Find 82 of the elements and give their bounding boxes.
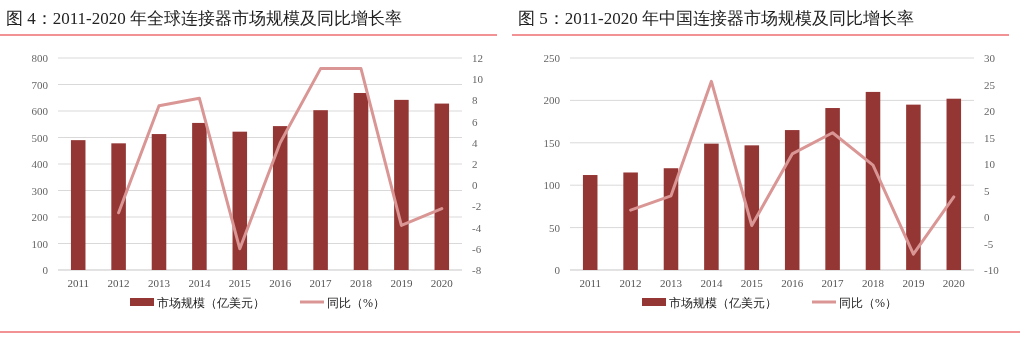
bar	[192, 122, 207, 270]
y2-tick-label: 12	[472, 52, 483, 64]
y-tick-label: 600	[31, 105, 49, 117]
y2-tick-label: -8	[472, 264, 482, 276]
bar	[906, 104, 921, 270]
y2-tick-label: 4	[472, 136, 478, 149]
y2-tick-label: -2	[472, 200, 482, 213]
y2-tick-label: -4	[472, 221, 482, 234]
y2-tick-label: 8	[472, 94, 478, 107]
bar	[272, 126, 288, 270]
bar	[434, 103, 450, 270]
y2-tick-label: 25	[984, 78, 996, 91]
legend-label: 同比（%）	[327, 296, 385, 310]
y-tick-label: 100	[31, 237, 49, 250]
x-tick-label: 2017	[309, 277, 333, 289]
line-series	[629, 79, 956, 256]
bar	[394, 99, 409, 270]
x-tick-label: 2016	[269, 277, 292, 289]
y2-tick-label: 15	[984, 131, 996, 144]
y-tick-label: 500	[31, 131, 49, 144]
y2-tick-label: 0	[472, 179, 478, 192]
bar	[582, 175, 598, 270]
x-tick-label: 2015	[740, 277, 764, 289]
x-tick-label: 2012	[107, 277, 130, 289]
legend-label: 市场规模（亿美元）	[669, 296, 777, 310]
bar	[353, 92, 369, 270]
x-tick-label: 2014	[188, 277, 211, 289]
x-tick-label: 2016	[781, 277, 804, 289]
line-series	[117, 67, 444, 251]
y-tick-label: 250	[543, 52, 561, 64]
bar	[744, 145, 760, 270]
x-tick-label: 2017	[821, 277, 845, 289]
bar	[946, 98, 962, 270]
x-tick-label: 2020	[942, 277, 966, 289]
y-tick-label: 200	[31, 211, 49, 223]
x-tick-label: 2020	[430, 277, 454, 289]
y2-tick-label: 5	[984, 184, 990, 197]
x-tick-label: 2018	[350, 277, 373, 289]
x-tick-label: 2018	[862, 277, 885, 289]
y2-tick-label: -10	[984, 264, 1000, 276]
y2-tick-label: 20	[984, 105, 996, 117]
bar	[313, 110, 328, 270]
y2-tick-label: 10	[984, 158, 996, 170]
y2-tick-label: 6	[472, 115, 478, 128]
y-tick-label: 400	[31, 158, 49, 170]
y-tick-label: 200	[543, 94, 561, 107]
x-tick-label: 2014	[700, 277, 723, 289]
y-tick-label: 300	[31, 184, 49, 197]
x-tick-label: 2019	[390, 277, 413, 289]
bar	[865, 91, 881, 270]
chart-title: 图 4：2011-2020 年全球连接器市场规模及同比增长率	[6, 9, 403, 28]
y-tick-label: 0	[42, 264, 49, 276]
x-tick-label: 2013	[660, 277, 683, 289]
y2-tick-label: 30	[984, 52, 996, 64]
x-tick-label: 2019	[902, 277, 925, 289]
y-tick-label: 150	[543, 136, 561, 149]
y2-tick-label: 2	[472, 158, 478, 170]
y-tick-label: 800	[31, 52, 49, 64]
legend-label: 同比（%）	[839, 296, 897, 310]
x-tick-label: 2011	[579, 277, 601, 289]
bar	[70, 140, 86, 270]
x-tick-label: 2011	[67, 277, 89, 289]
y2-tick-label: -6	[472, 242, 482, 255]
bar	[784, 130, 800, 270]
legend-label: 市场规模（亿美元）	[157, 296, 265, 310]
x-tick-label: 2012	[619, 277, 642, 289]
y-tick-label: 700	[31, 78, 49, 91]
y2-tick-label: 10	[472, 73, 484, 86]
bar	[704, 143, 719, 270]
bar	[151, 134, 167, 270]
y-tick-label: 100	[543, 179, 561, 192]
bar	[623, 172, 638, 270]
y2-tick-label: -5	[984, 237, 994, 250]
x-tick-label: 2013	[148, 277, 171, 289]
bar	[825, 108, 840, 270]
y-tick-label: 50	[549, 221, 561, 234]
y2-tick-label: 0	[984, 211, 990, 223]
bar	[111, 143, 126, 270]
chart-title: 图 5：2011-2020 年中国连接器市场规模及同比增长率	[518, 9, 915, 28]
x-tick-label: 2015	[228, 277, 252, 289]
y-tick-label: 0	[554, 264, 561, 276]
bar	[663, 168, 679, 270]
